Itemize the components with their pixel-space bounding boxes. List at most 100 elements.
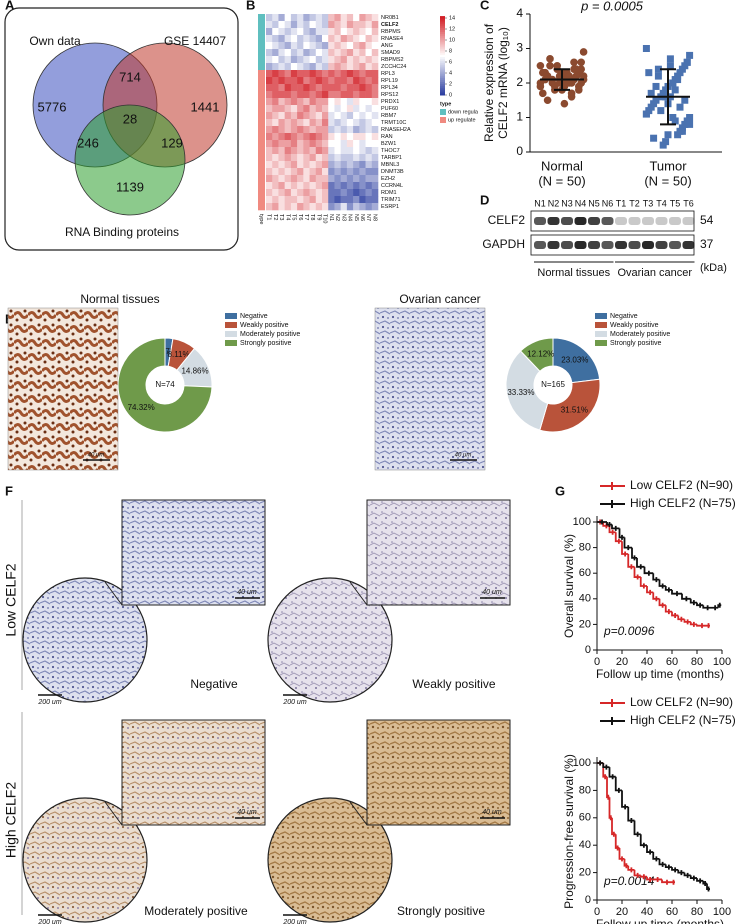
heat-cell xyxy=(303,182,310,190)
type-cell xyxy=(258,42,265,50)
type-cell xyxy=(258,126,265,134)
heat-cell xyxy=(284,63,292,71)
heat-cell xyxy=(309,154,317,162)
heat-cell xyxy=(365,203,373,211)
heat-cell xyxy=(334,105,341,113)
survival-step xyxy=(597,760,604,766)
heat-cell xyxy=(290,147,298,155)
heat-cell xyxy=(272,133,279,141)
heat-cell xyxy=(365,133,373,141)
heat-cell xyxy=(309,112,317,120)
heat-cell xyxy=(303,161,310,169)
heat-cell xyxy=(322,133,329,141)
heat-cell xyxy=(371,189,379,197)
survival-step xyxy=(664,864,672,870)
heat-cell xyxy=(353,35,360,43)
stain-label: Moderately positive xyxy=(144,904,248,918)
colorbar-step xyxy=(440,71,445,75)
colorbar-step xyxy=(440,54,445,57)
heat-cell xyxy=(359,161,366,169)
heat-cell xyxy=(303,203,310,211)
heat-cell xyxy=(272,98,279,106)
heat-cell xyxy=(346,63,354,71)
colorbar-step xyxy=(440,93,445,96)
inset-image xyxy=(121,719,266,826)
survival-step xyxy=(618,528,625,540)
heat-cell xyxy=(272,147,279,155)
heat-cell xyxy=(346,70,354,78)
x-tick-label: Tumor xyxy=(649,158,687,173)
heat-cell xyxy=(278,56,285,64)
heat-cell xyxy=(278,175,285,183)
heat-cell xyxy=(365,56,373,64)
heat-cell xyxy=(322,84,329,92)
heat-cell xyxy=(322,77,329,85)
data-point xyxy=(678,127,686,135)
colorbar-label: 10 xyxy=(449,37,455,43)
panel-label: F xyxy=(5,483,13,498)
legend-line xyxy=(600,717,625,725)
heat-cell xyxy=(272,42,279,50)
colorbar-label: 8 xyxy=(449,48,452,54)
heat-cell xyxy=(290,203,298,211)
heat-cell xyxy=(266,161,273,169)
heat-cell xyxy=(297,112,304,120)
type-cell xyxy=(258,168,265,176)
legend-swatch xyxy=(225,331,237,337)
blot-band xyxy=(601,217,614,225)
heat-cell xyxy=(290,56,298,64)
heat-cell xyxy=(309,105,317,113)
heat-cell xyxy=(346,140,354,148)
heat-cell xyxy=(297,182,304,190)
heat-cell xyxy=(309,126,317,134)
heat-cell xyxy=(328,175,335,183)
slice-label: 31.51% xyxy=(561,405,588,414)
heat-cell xyxy=(315,140,323,148)
heat-cell xyxy=(284,70,292,78)
heat-cell xyxy=(278,203,285,211)
survival-step xyxy=(639,577,647,589)
heat-cell xyxy=(322,140,329,148)
heat-cell xyxy=(365,84,373,92)
colorbar-step xyxy=(440,52,445,56)
heat-cell xyxy=(272,77,279,85)
heat-cell xyxy=(278,168,285,176)
column-label: T9 xyxy=(315,214,321,220)
gene-label: EZH2 xyxy=(381,176,395,182)
type-cell xyxy=(258,112,265,120)
heat-cell xyxy=(309,63,317,71)
heat-cell xyxy=(266,91,273,99)
heat-cell xyxy=(371,49,379,57)
heat-cell xyxy=(297,91,304,99)
kda-label: 37 xyxy=(700,237,714,251)
heat-cell xyxy=(315,77,323,85)
heat-cell xyxy=(328,70,335,78)
column-label: T1 xyxy=(266,214,272,220)
heat-cell xyxy=(328,168,335,176)
heat-cell xyxy=(309,84,317,92)
heat-cell xyxy=(340,98,348,106)
heat-cell xyxy=(371,14,379,22)
heat-cell xyxy=(322,147,329,155)
heat-cell xyxy=(365,63,373,71)
survival-step xyxy=(671,611,679,618)
heat-cell xyxy=(284,161,292,169)
heat-cell xyxy=(365,14,373,22)
heat-cell xyxy=(309,35,317,43)
heat-cell xyxy=(284,84,292,92)
heat-cell xyxy=(365,161,373,169)
survival-step xyxy=(608,525,616,535)
heat-cell xyxy=(297,35,304,43)
data-point xyxy=(539,89,547,98)
heat-cell xyxy=(328,77,335,85)
heat-cell xyxy=(334,196,341,204)
lane-label: N6 xyxy=(602,198,614,208)
data-point xyxy=(563,79,571,87)
heat-cell xyxy=(266,49,273,57)
blot-band xyxy=(561,241,573,249)
heat-cell xyxy=(297,154,304,162)
y-tick-label: 20 xyxy=(579,618,591,630)
heat-cell xyxy=(359,21,366,29)
heat-cell xyxy=(371,70,379,78)
heat-cell xyxy=(303,21,310,29)
